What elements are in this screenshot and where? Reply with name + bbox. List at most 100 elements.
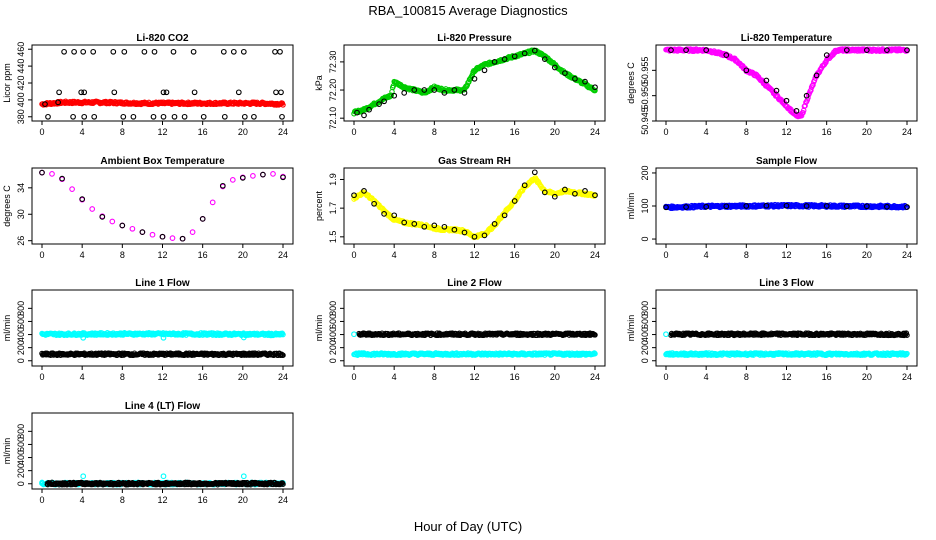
- data-point: [481, 67, 488, 74]
- data-point: [763, 77, 770, 84]
- data-point: [441, 90, 448, 96]
- data-point: [421, 87, 428, 93]
- x-tick-label: 4: [704, 372, 709, 382]
- data-layer: [663, 46, 910, 120]
- x-tick-label: 20: [238, 250, 248, 260]
- x-tick-label: 12: [157, 495, 167, 505]
- x-tick-label: 0: [351, 250, 356, 260]
- data-point: [466, 79, 472, 85]
- data-point: [884, 47, 890, 53]
- data-point: [521, 182, 528, 189]
- x-tick-label: 0: [39, 250, 44, 260]
- y-tick-label: 1.7: [328, 202, 338, 215]
- data-point: [251, 113, 257, 120]
- data-point: [110, 48, 117, 55]
- data-point: [773, 87, 780, 94]
- data-point: [823, 52, 830, 58]
- y-tick-label: 50.950: [640, 82, 650, 110]
- data-point: [904, 47, 910, 53]
- data-layer: [663, 330, 910, 358]
- data-layer: [351, 169, 598, 241]
- data-point: [219, 182, 226, 189]
- data-point: [235, 89, 242, 96]
- data-point: [511, 53, 518, 60]
- data-point: [241, 113, 248, 120]
- y-tick-label: 800: [640, 301, 650, 316]
- data-point: [723, 203, 730, 210]
- x-tick-label: 16: [822, 250, 832, 260]
- y-tick-label: 30: [16, 209, 26, 219]
- y-tick-label: 400: [16, 327, 26, 342]
- y-axis-label: ml/min: [2, 438, 12, 465]
- x-tick-label: 16: [198, 495, 208, 505]
- x-tick-label: 8: [432, 372, 437, 382]
- y-axis-label: percent: [314, 190, 324, 221]
- data-point: [541, 189, 548, 196]
- data-point: [199, 216, 206, 222]
- x-tick-label: 0: [39, 372, 44, 382]
- x-tick-label: 0: [351, 372, 356, 382]
- x-tick-label: 16: [510, 127, 520, 137]
- data-point: [361, 112, 367, 119]
- y-tick-label: 400: [328, 327, 338, 342]
- plot-frame: [31, 412, 294, 490]
- data-point: [280, 481, 286, 487]
- x-tick-label: 12: [469, 127, 479, 137]
- x-tick-label: 24: [278, 127, 288, 137]
- data-point: [551, 64, 558, 71]
- data-point: [240, 473, 247, 480]
- data-point: [351, 331, 357, 338]
- data-point: [471, 75, 478, 82]
- x-tick-label: 24: [278, 372, 288, 382]
- x-tick-label: 12: [157, 127, 167, 137]
- data-point: [381, 211, 387, 217]
- x-tick-label: 24: [590, 372, 600, 382]
- x-tick-label: 8: [432, 250, 437, 260]
- x-tick-label: 4: [392, 372, 397, 382]
- data-point: [79, 196, 86, 202]
- y-tick-label: 100: [640, 198, 650, 213]
- data-point: [159, 233, 166, 240]
- y-tick-label: 600: [328, 314, 338, 329]
- data-point: [783, 202, 790, 209]
- data-layer: [351, 47, 598, 119]
- x-tick-label: 12: [469, 372, 479, 382]
- data-layer: [39, 169, 286, 242]
- data-point: [229, 177, 236, 183]
- data-point: [163, 89, 170, 96]
- x-tick-label: 8: [432, 127, 437, 137]
- x-tick-label: 8: [744, 127, 749, 137]
- x-tick-label: 24: [278, 250, 288, 260]
- data-point: [572, 75, 578, 82]
- data-point: [56, 89, 62, 96]
- data-point: [461, 90, 468, 96]
- data-point: [278, 89, 284, 96]
- data-point: [354, 109, 360, 116]
- data-point: [843, 203, 850, 210]
- y-tick-label: 420: [16, 75, 26, 90]
- x-tick-label: 20: [550, 250, 560, 260]
- data-point: [521, 50, 528, 57]
- data-point: [45, 113, 51, 120]
- data-point: [361, 188, 367, 194]
- figure-title: RBA_100815 Average Diagnostics: [368, 3, 568, 18]
- y-tick-label: 200: [640, 340, 650, 355]
- data-point: [150, 113, 157, 120]
- data-point: [451, 87, 458, 93]
- y-tick-label: 800: [16, 424, 26, 439]
- data-layer: [351, 330, 598, 358]
- x-tick-label: 12: [157, 372, 167, 382]
- x-tick-label: 20: [862, 250, 872, 260]
- x-tick-label: 0: [351, 127, 356, 137]
- x-tick-label: 12: [157, 250, 167, 260]
- x-tick-label: 16: [198, 372, 208, 382]
- panel-title: Li-820 CO2: [136, 33, 189, 44]
- data-point: [592, 84, 598, 91]
- x-tick-label: 4: [704, 127, 709, 137]
- x-tick-label: 16: [510, 372, 520, 382]
- y-tick-label: 200: [16, 340, 26, 355]
